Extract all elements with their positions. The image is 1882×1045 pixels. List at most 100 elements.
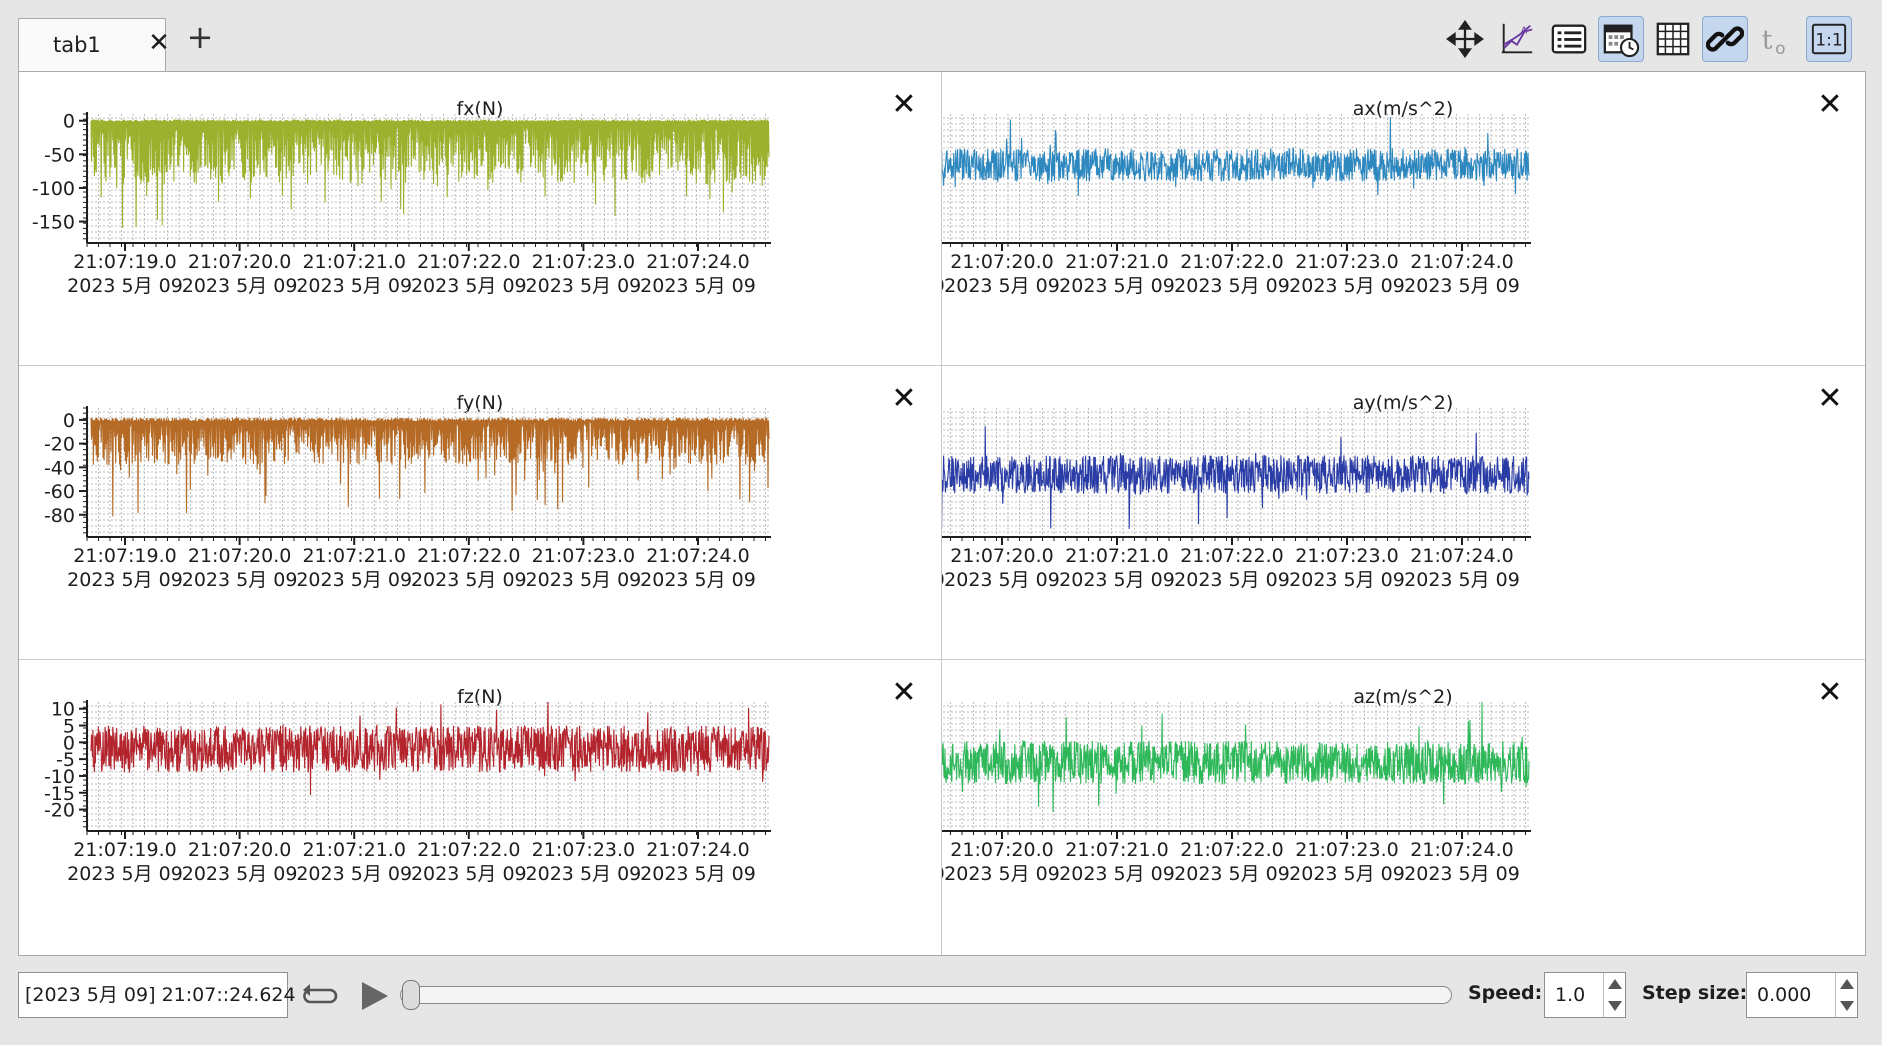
x-tick-date: 2023 5月 09 [942,863,945,885]
y-tick-label: -20 [44,800,75,822]
speed-label: Speed: [1468,982,1543,1004]
x-tick-date: 2023 5月 09 [640,569,756,591]
x-tick-time: 21:07:20.0 [188,251,291,273]
x-tick-time: 21:07:24.0 [646,839,749,861]
x-tick-time: 21:07:22.0 [417,839,520,861]
x-tick-date: 2023 5月 09 [1059,569,1175,591]
horizontal-separator [19,659,1865,660]
x-tick-time: 21:07:24.0 [1410,251,1513,273]
chevron-up-icon[interactable] [1608,979,1622,989]
grid-icon[interactable] [1650,16,1696,62]
x-tick-date: 2023 5月 09 [411,275,527,297]
y-tick-label: -100 [32,178,75,200]
x-tick-time: 21:07:21.0 [302,251,405,273]
x-tick-date: 2023 5月 09 [296,863,412,885]
x-tick-time: 21:07:20.0 [950,251,1053,273]
x-tick-time: 21:07:23.0 [532,545,635,567]
svg-text:o: o [1775,39,1785,58]
x-tick-date: 2023 5月 09 [1404,863,1520,885]
calendar-clock-icon[interactable] [1598,16,1644,62]
x-tick-date: 2023 5月 09 [182,275,298,297]
list-icon[interactable] [1546,16,1592,62]
x-tick-date: 2023 5月 09 [296,569,412,591]
x-tick-date: 2023 5月 09 [1289,863,1405,885]
x-tick-date: 2023 5月 09 [182,863,298,885]
plot-panel-fy[interactable]: fy(N) ✕ 0 -20 -40 -60 -80 21:07:19.0 2023 5月 0… [19,366,941,659]
plot-panel-fz[interactable]: fz(N) ✕ 10 5 0 -5 -10 -15 -20 21:07:19.0 2023 5月… [19,660,941,953]
x-tick-time: 21:07:23.0 [532,251,635,273]
speed-stepper[interactable] [1603,973,1625,1017]
x-tick-time: 21:07:21.0 [302,839,405,861]
current-time-field[interactable]: [2023 5月 09] 21:07::24.624 [18,972,296,1018]
y-tick-label: -40 [44,457,75,479]
x-tick-date: 2023 5月 09 [67,569,183,591]
chevron-up-icon[interactable] [1840,979,1854,989]
chevron-down-icon[interactable] [1608,1001,1622,1011]
x-tick-date: 2023 5月 09 [67,863,183,885]
play-icon[interactable] [356,976,392,1016]
x-tick-date: 2023 5月 09 [1404,569,1520,591]
speed-spinbox[interactable]: 1.0 [1544,972,1626,1018]
plot-area: fx(N) ✕ 0 -50 -100 -150 21:07:19.0 2023 5月 09… [18,71,1866,956]
close-plot-icon[interactable]: ✕ [1817,381,1843,416]
x-tick-date: 2023 5月 09 [944,569,1060,591]
step-size-stepper[interactable] [1835,973,1857,1017]
y-tick-label: 0 [63,410,75,432]
x-tick-time: 21:07:23.0 [532,839,635,861]
close-plot-icon[interactable]: ✕ [1817,675,1843,710]
y-tick-label: -5 [56,749,75,771]
close-plot-icon[interactable]: ✕ [1817,87,1843,122]
x-tick-time: 21:07:23.0 [1295,545,1398,567]
x-tick-date: 2023 5月 09 [1289,569,1405,591]
y-tick-label: 10 [51,699,75,721]
x-tick-time: 21:07:20.0 [950,839,1053,861]
move-arrows-icon[interactable] [1442,16,1488,62]
x-tick-date: 2023 5月 09 [526,569,642,591]
step-size-label: Step size: [1642,982,1748,1004]
x-tick-time: 21:07:21.0 [1065,545,1168,567]
x-tick-date: 2023 5月 09 [296,275,412,297]
signal-line [90,119,770,228]
time-slider-handle[interactable] [402,980,420,1010]
speed-value: 1.0 [1555,984,1586,1006]
x-tick-time: 21:07:22.0 [1180,545,1283,567]
ratio-1-1-icon[interactable]: 1:1 [1806,16,1852,62]
loop-icon[interactable] [300,978,340,1014]
x-tick-time: 21:07:19.0 [73,545,176,567]
x-tick-date: 2023 5月 09 [67,275,183,297]
x-tick-time: 21:07:22.0 [417,251,520,273]
close-plot-icon[interactable]: ✕ [891,87,917,122]
time-slider[interactable] [400,986,1452,1004]
x-tick-time: 21:07:21.0 [302,545,405,567]
close-plot-icon[interactable]: ✕ [891,381,917,416]
chevron-down-icon[interactable] [1840,1001,1854,1011]
link-icon[interactable] [1702,16,1748,62]
x-tick-date: 2023 5月 09 [1174,275,1290,297]
x-tick-date: 2023 5月 09 [944,275,1060,297]
x-tick-date: 2023 5月 09 [640,275,756,297]
plot-axes-icon[interactable]: A [1494,16,1540,62]
x-tick-time: 21:07:19.0 [73,251,176,273]
x-tick-time: 21:07:20.0 [188,545,291,567]
tab-tab1[interactable]: tab1 ✕ [18,18,170,72]
tab-close-icon[interactable]: ✕ [148,28,170,58]
ratio-label: 1:1 [1815,31,1843,51]
y-tick-label: -60 [44,481,75,503]
signal-line [942,117,1530,196]
close-plot-icon[interactable]: ✕ [891,675,917,710]
y-tick-label: -10 [44,766,75,788]
step-size-spinbox[interactable]: 0.000 [1746,972,1858,1018]
add-tab-button[interactable]: + [186,18,214,56]
plot-panel-fx[interactable]: fx(N) ✕ 0 -50 -100 -150 21:07:19.0 2023 5月 09… [19,72,941,365]
